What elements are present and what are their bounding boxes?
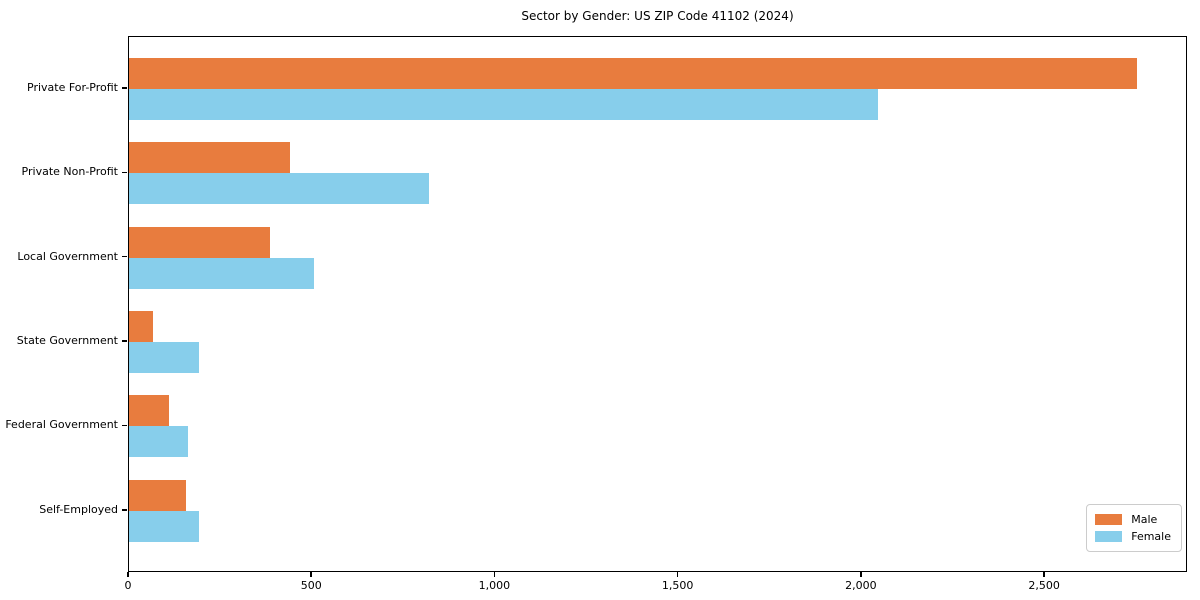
y-tick-label-local-government: Local Government [17, 249, 118, 263]
bar-female-state-government [129, 342, 199, 374]
bar-male-private-for-profit [129, 58, 1137, 89]
x-tick-mark [493, 572, 496, 577]
y-tick-label-private-for-profit: Private For-Profit [27, 81, 118, 94]
legend-label-male: Male [1131, 513, 1158, 526]
legend: Male Female [1086, 504, 1182, 552]
bar-male-self-employed [129, 479, 186, 511]
bar-male-state-government [129, 311, 153, 343]
bar-male-local-government [129, 226, 271, 258]
y-tick-label-federal-government: Federal Government [5, 418, 118, 432]
bar-female-federal-government [129, 426, 188, 458]
y-tick-mark [122, 255, 127, 258]
y-tick-mark [122, 340, 127, 342]
y-tick-label-state-government: State Government [16, 334, 118, 348]
y-tick-label-self-employed: Self-Employed [39, 502, 118, 516]
bar-female-private-for-profit [129, 89, 879, 120]
x-tick-label-0: 0 [124, 579, 132, 592]
x-tick-mark [127, 572, 129, 577]
y-tick-mark [122, 424, 127, 427]
x-tick-mark [1043, 572, 1045, 577]
x-tick-label-1000: 1,000 [478, 579, 511, 592]
y-tick-mark [122, 87, 127, 89]
bar-male-federal-government [129, 395, 170, 427]
legend-swatch-male [1095, 514, 1123, 525]
x-tick-mark [310, 572, 312, 577]
bar-male-private-non-profit [129, 142, 291, 174]
x-tick-mark [860, 572, 862, 577]
y-tick-mark [122, 509, 127, 511]
legend-item-female: Female [1095, 528, 1171, 545]
y-tick-mark [122, 171, 127, 174]
y-tick-label-private-non-profit: Private Non-Profit [21, 165, 118, 179]
legend-swatch-female [1095, 531, 1123, 542]
x-tick-label-2500: 2,500 [1028, 579, 1060, 592]
chart-title: Sector by Gender: US ZIP Code 41102 (202… [521, 9, 794, 23]
plot-area: Male Female [128, 36, 1187, 572]
bar-female-self-employed [129, 510, 199, 542]
x-tick-label-2000: 2,000 [845, 579, 877, 592]
legend-label-female: Female [1131, 530, 1171, 543]
x-tick-label-1500: 1,500 [661, 579, 694, 592]
bar-female-local-government [129, 257, 315, 289]
x-tick-label-500: 500 [300, 579, 322, 592]
bar-female-private-non-profit [129, 173, 430, 205]
legend-item-male: Male [1095, 511, 1171, 528]
x-tick-mark [676, 572, 679, 577]
